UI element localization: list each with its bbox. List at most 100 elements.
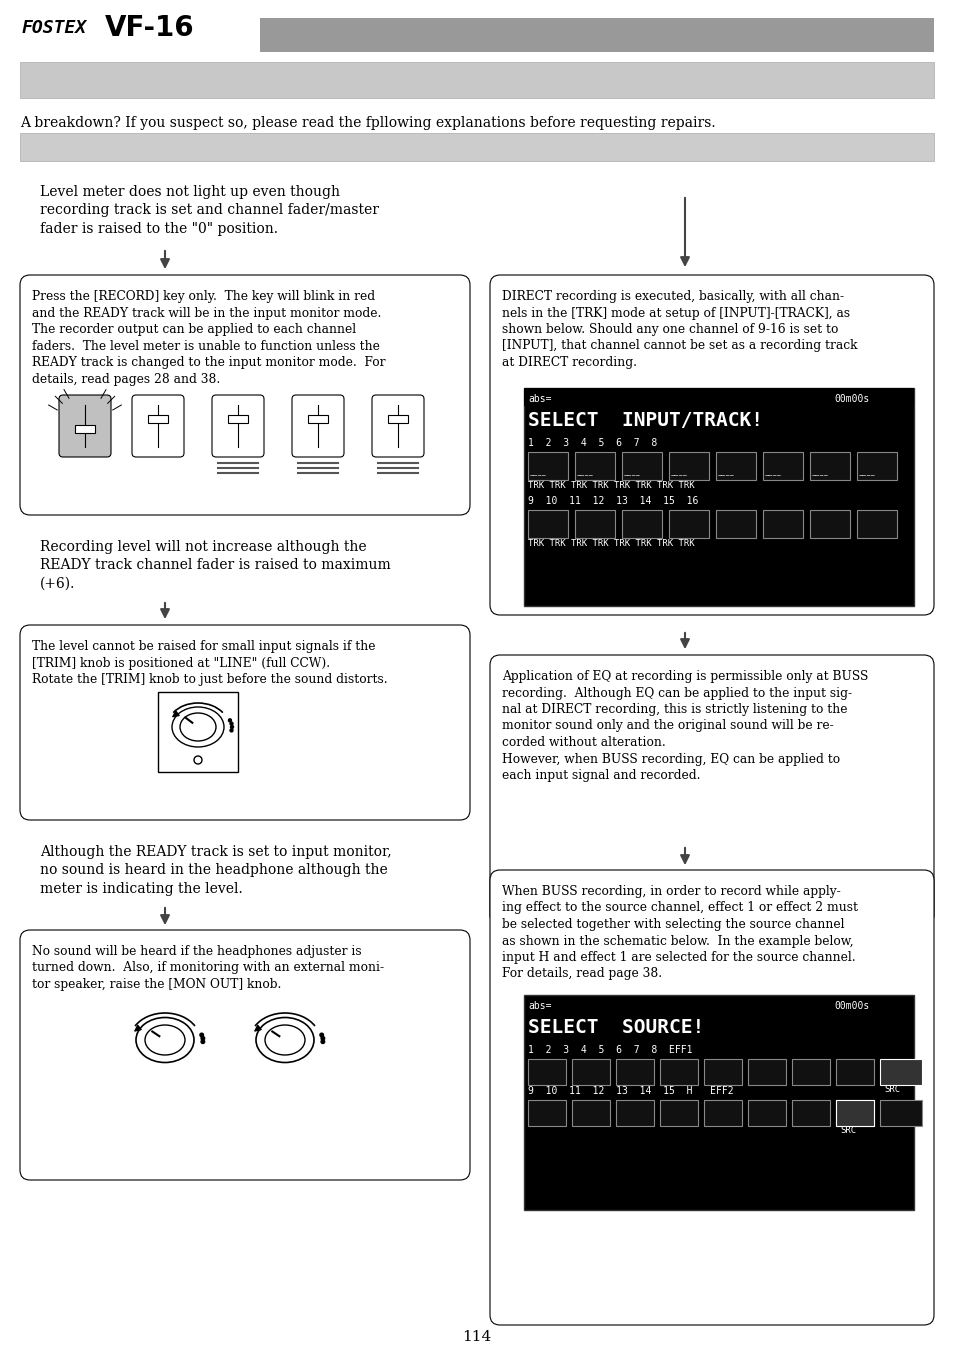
FancyBboxPatch shape: [527, 453, 567, 480]
Bar: [388, 415, 408, 423]
Text: 9  10  11  12  13  14  15  16: 9 10 11 12 13 14 15 16: [527, 496, 698, 507]
Bar: [523, 994, 913, 1210]
FancyBboxPatch shape: [572, 1059, 609, 1085]
Bar: [148, 415, 168, 423]
Ellipse shape: [136, 1017, 193, 1062]
Text: 9  10  11  12  13  14  15  H   EFF2: 9 10 11 12 13 14 15 H EFF2: [527, 1086, 733, 1096]
FancyBboxPatch shape: [621, 509, 661, 538]
Text: 114: 114: [462, 1329, 491, 1344]
Ellipse shape: [145, 1025, 185, 1055]
Bar: [20, 132, 933, 161]
Text: SELECT  SOURCE!: SELECT SOURCE!: [527, 1019, 703, 1038]
FancyBboxPatch shape: [132, 394, 184, 457]
Bar: [75, 426, 95, 434]
Ellipse shape: [255, 1017, 314, 1062]
FancyBboxPatch shape: [668, 509, 708, 538]
Ellipse shape: [172, 707, 224, 747]
Text: VF-16: VF-16: [105, 14, 194, 42]
Text: Level meter does not light up even though
recording track is set and channel fad: Level meter does not light up even thoug…: [40, 185, 378, 236]
Circle shape: [201, 1036, 205, 1040]
FancyBboxPatch shape: [616, 1059, 654, 1085]
FancyBboxPatch shape: [616, 1100, 654, 1125]
Text: abs=: abs=: [527, 1001, 551, 1011]
Text: When BUSS recording, in order to record while apply-
ing effect to the source ch: When BUSS recording, in order to record …: [501, 885, 857, 981]
Circle shape: [200, 1034, 203, 1036]
FancyBboxPatch shape: [747, 1100, 785, 1125]
FancyBboxPatch shape: [20, 276, 470, 515]
FancyBboxPatch shape: [668, 453, 708, 480]
FancyBboxPatch shape: [809, 509, 849, 538]
FancyBboxPatch shape: [659, 1059, 698, 1085]
Ellipse shape: [180, 713, 215, 740]
Text: DIRECT recording is executed, basically, with all chan-
nels in the [TRK] mode a: DIRECT recording is executed, basically,…: [501, 290, 857, 369]
Text: ~~~~: ~~~~: [811, 473, 828, 480]
FancyBboxPatch shape: [490, 276, 933, 615]
FancyBboxPatch shape: [20, 626, 470, 820]
Text: SRC: SRC: [883, 1085, 900, 1094]
Circle shape: [321, 1040, 324, 1043]
FancyBboxPatch shape: [572, 1100, 609, 1125]
FancyBboxPatch shape: [490, 870, 933, 1325]
FancyBboxPatch shape: [716, 453, 755, 480]
Text: ~~~~: ~~~~: [764, 473, 781, 480]
Text: FOSTEX: FOSTEX: [22, 19, 87, 36]
FancyBboxPatch shape: [762, 509, 802, 538]
FancyBboxPatch shape: [716, 509, 755, 538]
Text: ~~~~: ~~~~: [623, 473, 640, 480]
Text: 00m00s: 00m00s: [833, 394, 868, 404]
FancyBboxPatch shape: [879, 1059, 921, 1085]
FancyBboxPatch shape: [527, 1059, 565, 1085]
Bar: [260, 18, 933, 51]
FancyBboxPatch shape: [59, 394, 111, 457]
Text: Application of EQ at recording is permissible only at BUSS
recording.  Although : Application of EQ at recording is permis…: [501, 670, 867, 782]
Text: ~~~~: ~~~~: [718, 473, 734, 480]
Text: TRK TRK TRK TRK TRK TRK TRK TRK: TRK TRK TRK TRK TRK TRK TRK TRK: [527, 539, 694, 549]
Circle shape: [193, 757, 202, 765]
Text: ~~~~: ~~~~: [858, 473, 875, 480]
FancyBboxPatch shape: [791, 1059, 829, 1085]
Ellipse shape: [265, 1025, 305, 1055]
Bar: [158, 692, 237, 771]
Text: SELECT  INPUT/TRACK!: SELECT INPUT/TRACK!: [527, 411, 762, 430]
Circle shape: [319, 1034, 323, 1036]
FancyBboxPatch shape: [791, 1100, 829, 1125]
FancyBboxPatch shape: [372, 394, 423, 457]
FancyBboxPatch shape: [292, 394, 344, 457]
Bar: [20, 62, 933, 99]
Circle shape: [230, 730, 233, 732]
Text: abs=: abs=: [527, 394, 551, 404]
Text: 00m00s: 00m00s: [833, 1001, 868, 1011]
FancyBboxPatch shape: [703, 1059, 741, 1085]
Text: Recording level will not increase although the
READY track channel fader is rais: Recording level will not increase althou…: [40, 540, 391, 590]
Text: ~~~~: ~~~~: [577, 473, 594, 480]
FancyBboxPatch shape: [835, 1100, 873, 1125]
FancyBboxPatch shape: [621, 453, 661, 480]
FancyBboxPatch shape: [835, 1059, 873, 1085]
FancyBboxPatch shape: [20, 929, 470, 1179]
FancyBboxPatch shape: [212, 394, 264, 457]
Text: 1  2  3  4  5  6  7  8: 1 2 3 4 5 6 7 8: [527, 438, 657, 449]
FancyBboxPatch shape: [879, 1100, 921, 1125]
FancyBboxPatch shape: [856, 509, 896, 538]
FancyBboxPatch shape: [703, 1100, 741, 1125]
Text: Press the [RECORD] key only.  The key will blink in red
and the READY track will: Press the [RECORD] key only. The key wil…: [32, 290, 385, 385]
FancyBboxPatch shape: [809, 453, 849, 480]
FancyBboxPatch shape: [575, 509, 615, 538]
FancyBboxPatch shape: [835, 1100, 873, 1125]
FancyBboxPatch shape: [747, 1059, 785, 1085]
FancyBboxPatch shape: [856, 453, 896, 480]
Text: Although the READY track is set to input monitor,
no sound is heard in the headp: Although the READY track is set to input…: [40, 844, 392, 896]
Circle shape: [230, 723, 233, 725]
Circle shape: [231, 725, 233, 728]
Text: No sound will be heard if the headphones adjuster is
turned down.  Also, if moni: No sound will be heard if the headphones…: [32, 944, 384, 992]
Circle shape: [228, 719, 232, 721]
Text: A breakdown? If you suspect so, please read the fpllowing explanations before re: A breakdown? If you suspect so, please r…: [20, 116, 715, 130]
FancyBboxPatch shape: [490, 655, 933, 925]
Text: The level cannot be raised for small input signals if the
[TRIM] knob is positio: The level cannot be raised for small inp…: [32, 640, 387, 686]
FancyBboxPatch shape: [659, 1100, 698, 1125]
FancyBboxPatch shape: [762, 453, 802, 480]
Bar: [523, 388, 913, 407]
Text: ~~~~: ~~~~: [530, 473, 546, 480]
Circle shape: [321, 1036, 324, 1040]
Bar: [228, 415, 248, 423]
